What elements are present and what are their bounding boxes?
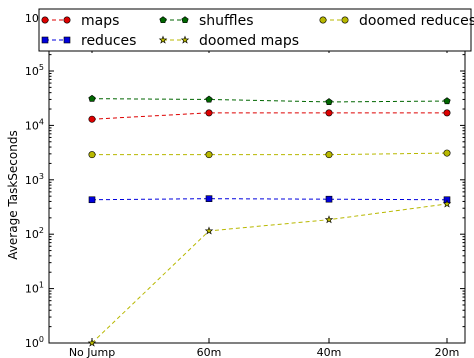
legend-box bbox=[38, 8, 472, 52]
x-tick-label: 60m bbox=[197, 346, 222, 358]
data-point bbox=[88, 94, 96, 102]
data-point bbox=[41, 16, 49, 24]
y-tick-label: 104 bbox=[25, 117, 44, 132]
y-tick-exponent: 3 bbox=[39, 172, 44, 181]
y-tick-base: 10 bbox=[25, 12, 39, 25]
series-maps bbox=[88, 109, 451, 123]
data-point bbox=[88, 115, 96, 123]
y-tick-base: 10 bbox=[25, 337, 39, 350]
series-layer bbox=[87, 94, 452, 347]
data-point bbox=[205, 195, 213, 202]
series-doomed-reduces bbox=[88, 149, 451, 159]
y-tick-label: 105 bbox=[25, 63, 44, 78]
data-point bbox=[63, 36, 71, 44]
data-point bbox=[205, 95, 213, 103]
data-point bbox=[325, 98, 333, 105]
data-point bbox=[443, 97, 451, 105]
data-point bbox=[442, 199, 452, 208]
x-tick-label: 40m bbox=[317, 346, 342, 358]
data-point bbox=[443, 109, 451, 117]
y-tick-exponent: 2 bbox=[39, 226, 44, 235]
data-point bbox=[204, 226, 214, 235]
legend-item: doomed maps bbox=[158, 33, 299, 49]
y-tick-exponent: 0 bbox=[39, 335, 44, 344]
data-point bbox=[325, 195, 333, 203]
plot-area bbox=[48, 47, 466, 344]
legend-label: doomed reduces bbox=[359, 13, 474, 29]
legend-item: reduces bbox=[41, 33, 136, 49]
y-tick-base: 10 bbox=[25, 119, 39, 132]
y-tick-label: 102 bbox=[25, 226, 44, 241]
data-point bbox=[325, 109, 333, 117]
y-tick-base: 10 bbox=[25, 174, 39, 187]
data-point bbox=[443, 149, 451, 157]
data-point bbox=[41, 36, 49, 44]
data-point bbox=[319, 16, 327, 24]
data-point bbox=[88, 151, 96, 159]
series-line bbox=[91, 98, 448, 103]
series-doomed-maps bbox=[87, 199, 452, 347]
legend-label: doomed maps bbox=[199, 33, 299, 49]
series-shuffles bbox=[88, 94, 451, 105]
legend-item: shuffles bbox=[159, 13, 253, 29]
legend-label: reduces bbox=[81, 33, 136, 49]
data-point bbox=[88, 196, 96, 204]
y-tick-base: 10 bbox=[25, 228, 39, 241]
data-point bbox=[205, 151, 213, 159]
y-axis-label: Average TaskSeconds bbox=[6, 130, 20, 259]
legend-item: maps bbox=[41, 13, 119, 29]
x-axis-ticks: No Jump 60m 40m 20m bbox=[69, 48, 460, 358]
data-point bbox=[324, 215, 334, 224]
y-tick-label: 103 bbox=[25, 172, 44, 187]
legend-item: doomed reduces bbox=[319, 13, 474, 29]
x-tick-label: No Jump bbox=[69, 346, 115, 358]
data-point bbox=[159, 16, 167, 24]
y-tick-label: 101 bbox=[25, 281, 44, 296]
series-line bbox=[92, 152, 448, 156]
y-tick-exponent: 1 bbox=[39, 281, 44, 290]
data-point bbox=[341, 16, 349, 24]
data-point bbox=[87, 338, 97, 347]
y-tick-base: 10 bbox=[25, 65, 39, 78]
y-tick-label: 100 bbox=[25, 335, 44, 350]
legend-label: shuffles bbox=[199, 13, 253, 29]
data-point bbox=[180, 35, 190, 44]
series-line bbox=[91, 112, 447, 120]
legend-label: maps bbox=[81, 13, 119, 29]
data-point bbox=[158, 35, 168, 44]
legend: maps reduces shuffles doomed maps doomed red… bbox=[38, 8, 474, 52]
data-point bbox=[63, 16, 71, 24]
data-point bbox=[325, 151, 333, 159]
y-tick-exponent: 4 bbox=[39, 117, 44, 126]
series-line bbox=[91, 198, 448, 201]
data-point bbox=[181, 16, 189, 24]
y-axis-ticks: 100101102103104105106 bbox=[25, 10, 465, 350]
x-tick-label: 20m bbox=[435, 346, 460, 358]
y-tick-exponent: 5 bbox=[39, 63, 44, 72]
y-tick-base: 10 bbox=[25, 283, 39, 296]
data-point bbox=[205, 109, 213, 117]
